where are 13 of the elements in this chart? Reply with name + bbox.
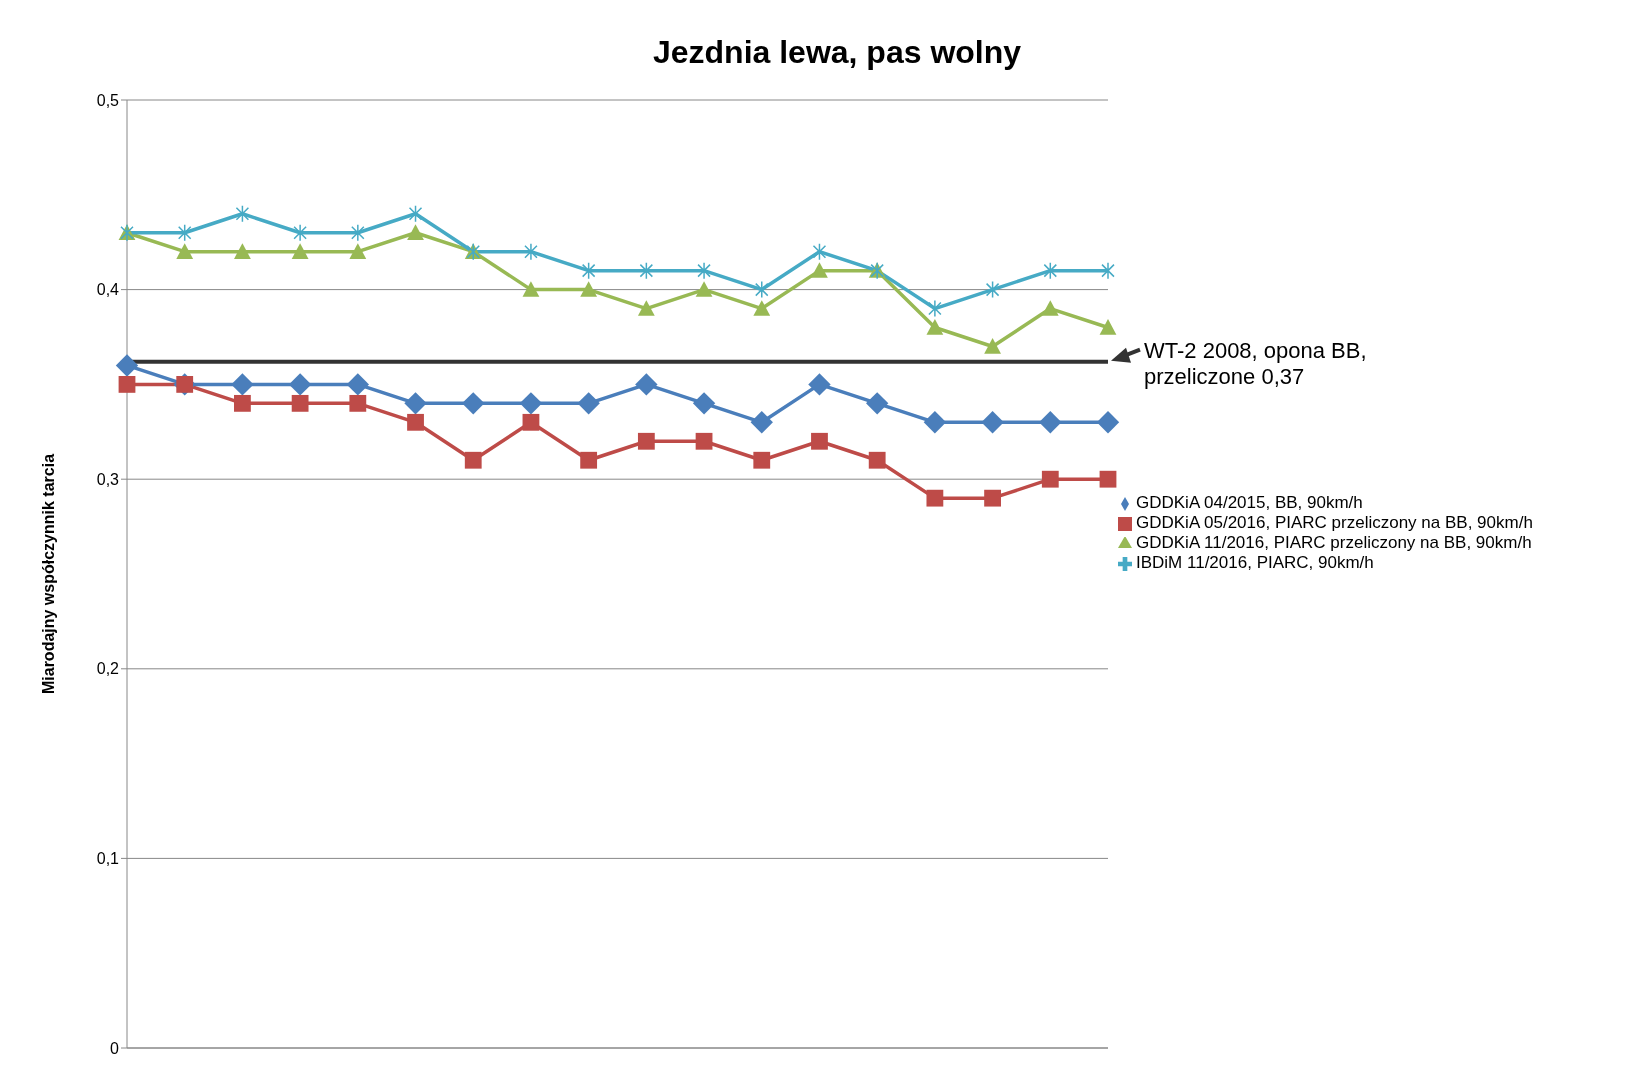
legend-label: GDDKiA 05/2016, PIARC przeliczony na BB, 90km/h <box>1136 513 1533 532</box>
legend-label: IBDiM 11/2016, PIARC, 90km/h <box>1136 553 1374 572</box>
y-tick-label: 0,1 <box>96 850 120 868</box>
ref-line-label: WT-2 2008, opona BB, przeliczone 0,37 <box>1144 337 1367 389</box>
y-tick-label: 0 <box>110 1039 120 1057</box>
y-tick-label: 0,5 <box>96 91 120 109</box>
legend-label: GDDKiA 11/2016, PIARC przeliczony na BB, 90km/h <box>1136 533 1532 552</box>
legend-label: GDDKiA 04/2015, BB, 90km/h <box>1136 493 1363 512</box>
y-tick-label: 0,4 <box>96 281 120 299</box>
y-tick-label: 0,3 <box>96 470 120 488</box>
chart-title: Jezdnia lewa, pas wolny <box>651 34 1023 71</box>
y-tick-label: 0,2 <box>96 660 120 678</box>
y-axis-title: Miarodajny współczynnik tarcia <box>39 453 57 695</box>
